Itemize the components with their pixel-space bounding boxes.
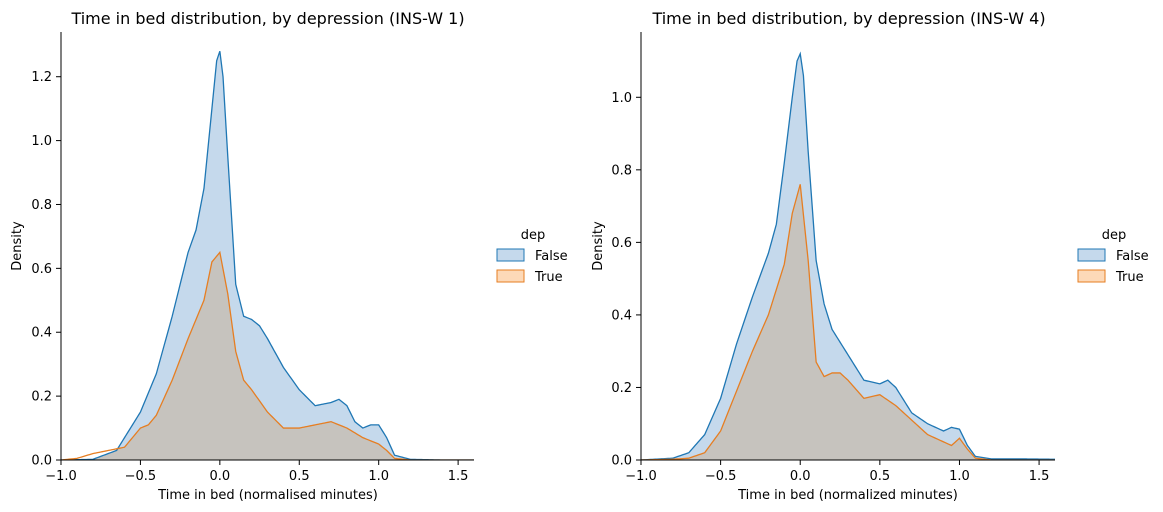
y-tick-label: 1.0 — [611, 91, 632, 106]
x-tick-label: 0.5 — [289, 469, 310, 484]
legend-label-true: True — [1115, 270, 1144, 285]
false-density-area — [61, 51, 474, 460]
legend-swatch-false — [496, 248, 525, 262]
legend-swatch-true — [496, 269, 525, 283]
x-tick-label: −1.0 — [625, 469, 657, 484]
x-tick-label: −0.5 — [705, 469, 737, 484]
x-tick-label: 0.0 — [790, 469, 811, 484]
true-density-line — [61, 250, 474, 460]
y-tick-label: 1.2 — [31, 70, 52, 85]
legend: dep False True — [496, 228, 568, 285]
y-tick-label: 0.8 — [611, 163, 632, 178]
legend-title: dep — [521, 228, 546, 243]
y-tick-label: 0.0 — [31, 454, 52, 469]
x-tick-label: −1.0 — [45, 469, 77, 484]
y-axis-label: Density — [10, 221, 25, 271]
y-tick-label: 0.0 — [611, 454, 632, 469]
overlap-density-area — [61, 252, 474, 460]
y-tick-label: 0.4 — [611, 308, 632, 323]
x-tick-label: 1.5 — [1029, 469, 1050, 484]
x-ticks: −1.0 −0.5 0.0 0.5 1.0 1.5 — [625, 460, 1049, 484]
chart-panel-1: Time in bed distribution, by depression … — [10, 9, 568, 503]
y-tick-label: 0.4 — [31, 326, 52, 341]
x-tick-label: 0.5 — [870, 469, 891, 484]
x-tick-label: 0.0 — [210, 469, 231, 484]
legend: dep False True — [1077, 228, 1149, 285]
true-density-line — [641, 184, 1055, 460]
legend-label-false: False — [1116, 249, 1149, 264]
overlap-density-area — [641, 184, 1055, 460]
y-tick-label: 1.0 — [31, 134, 52, 149]
x-tick-label: −0.5 — [125, 469, 157, 484]
legend-title: dep — [1102, 228, 1127, 243]
chart-title: Time in bed distribution, by depression … — [651, 9, 1045, 28]
y-tick-label: 0.6 — [611, 236, 632, 251]
chart-title: Time in bed distribution, by depression … — [70, 9, 464, 28]
legend-swatch-false — [1077, 248, 1106, 262]
y-ticks: 0.0 0.2 0.4 0.6 0.8 1.0 1.2 — [31, 70, 61, 469]
y-tick-label: 0.2 — [611, 381, 632, 396]
x-tick-label: 1.0 — [949, 469, 970, 484]
false-density-line — [641, 51, 1055, 460]
false-density-line — [61, 50, 474, 460]
y-tick-label: 0.2 — [31, 390, 52, 405]
x-axis-label: Time in bed (normalised minutes) — [157, 488, 378, 503]
y-ticks: 0.0 0.2 0.4 0.6 0.8 1.0 — [611, 91, 641, 469]
legend-label-true: True — [534, 270, 563, 285]
y-tick-label: 0.6 — [31, 262, 52, 277]
x-tick-label: 1.0 — [368, 469, 389, 484]
y-axis-label: Density — [591, 221, 606, 271]
legend-swatch-true — [1077, 269, 1106, 283]
legend-label-false: False — [535, 249, 568, 264]
x-ticks: −1.0 −0.5 0.0 0.5 1.0 1.5 — [45, 460, 468, 484]
x-tick-label: 1.5 — [448, 469, 469, 484]
y-tick-label: 0.8 — [31, 198, 52, 213]
chart-panel-2: Time in bed distribution, by depression … — [591, 9, 1149, 503]
x-axis-label: Time in bed (normalized minutes) — [737, 488, 958, 503]
false-density-area — [641, 53, 1055, 460]
